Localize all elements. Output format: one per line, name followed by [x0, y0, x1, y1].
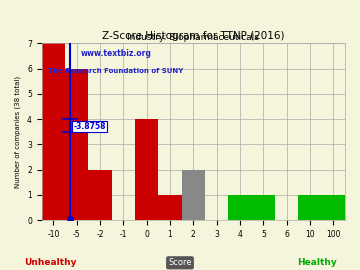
Text: Score: Score — [168, 258, 192, 267]
Text: Unhealthy: Unhealthy — [24, 258, 77, 267]
Bar — [322, 195, 345, 220]
Bar — [65, 69, 88, 220]
Bar — [298, 195, 322, 220]
Bar — [182, 170, 205, 220]
Bar — [158, 195, 182, 220]
Y-axis label: Number of companies (38 total): Number of companies (38 total) — [15, 76, 22, 188]
Text: Healthy: Healthy — [297, 258, 337, 267]
Title: Z-Score Histogram for TTNP (2016): Z-Score Histogram for TTNP (2016) — [102, 31, 284, 41]
Text: -3.8758: -3.8758 — [73, 122, 105, 131]
Text: The Research Foundation of SUNY: The Research Foundation of SUNY — [48, 68, 183, 74]
Text: www.textbiz.org: www.textbiz.org — [81, 49, 152, 58]
Bar — [88, 170, 112, 220]
Bar — [252, 195, 275, 220]
Text: Industry: Biopharmaceuticals: Industry: Biopharmaceuticals — [127, 33, 259, 42]
Bar — [42, 43, 65, 220]
Bar — [228, 195, 252, 220]
Bar — [135, 119, 158, 220]
